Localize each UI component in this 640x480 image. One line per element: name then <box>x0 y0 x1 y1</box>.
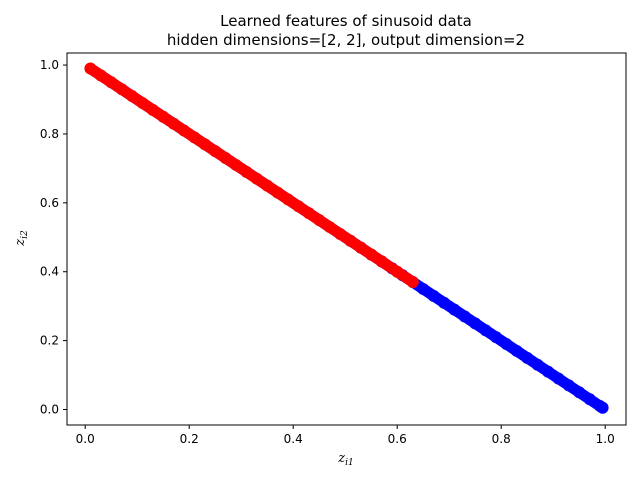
y-axis-label-sub: i2 <box>20 230 30 239</box>
series-2-point-1 <box>94 69 107 82</box>
y-axis-label: zi2 <box>13 230 30 247</box>
series-1-point-15 <box>500 338 513 351</box>
series-1-point-22 <box>573 386 586 399</box>
plot-frame <box>66 52 627 426</box>
series-2-point-4 <box>126 90 138 103</box>
series-2-point-10 <box>188 131 201 144</box>
chart-subtitle: hidden dimensions=[2, 2], output dimensi… <box>167 31 525 49</box>
y-tick-label: 0.0 <box>40 403 59 417</box>
series-2-point-25 <box>344 234 357 247</box>
series-2-point-24 <box>334 227 346 240</box>
series-2-point-15 <box>240 165 253 178</box>
series-1-point-17 <box>521 351 534 364</box>
series-1-point-13 <box>479 324 492 337</box>
series-1-point-25 <box>596 401 609 414</box>
series-1-point-11 <box>458 310 471 323</box>
series-1-point-16 <box>510 344 523 357</box>
series-1-point-14 <box>490 331 502 344</box>
y-axis-ticks: 0.0 0.2 0.4 0.6 0.8 1.0 <box>40 58 67 417</box>
series-2-point-20 <box>292 200 305 213</box>
series-1-point-12 <box>469 317 482 330</box>
series-2-point-7 <box>157 110 170 123</box>
x-axis-ticks: 0.0 0.2 0.4 0.6 0.8 1.0 <box>76 425 615 446</box>
series-1-point-8 <box>427 289 440 302</box>
series-2-point-6 <box>146 103 159 116</box>
series-2-point-2 <box>105 76 118 89</box>
y-tick-label: 0.8 <box>40 127 59 141</box>
series-2-point-11 <box>198 138 211 151</box>
y-tick-label: 1.0 <box>40 58 59 72</box>
series-2-point-28 <box>375 255 388 268</box>
series-1-point-10 <box>448 303 461 316</box>
x-axis-label: zi1 <box>337 451 353 468</box>
y-tick-label: 0.4 <box>40 265 59 279</box>
series-2-point-19 <box>282 193 294 206</box>
series-2-point-18 <box>271 186 284 199</box>
series-2-point-23 <box>323 220 336 233</box>
x-axis-label-sub: i1 <box>345 458 354 468</box>
series-1-point-18 <box>531 358 544 371</box>
series-2-point-12 <box>209 145 222 158</box>
x-axis-label-main: z <box>337 451 345 466</box>
series-2-point-13 <box>219 152 232 165</box>
series-1-point-7 <box>417 282 430 295</box>
series-2-point-17 <box>261 179 274 192</box>
x-tick-label: 0.0 <box>76 432 95 446</box>
series-1-point-20 <box>552 372 565 385</box>
series-1-point-21 <box>562 379 575 392</box>
series-2-point-14 <box>230 158 242 171</box>
series-2-point-26 <box>354 241 367 254</box>
y-axis-label-main: z <box>13 239 28 247</box>
series-1-point-19 <box>542 365 554 378</box>
x-tick-label: 1.0 <box>596 432 615 446</box>
series-2-point-29 <box>391 265 404 278</box>
x-tick-label: 0.4 <box>284 432 303 446</box>
series-2-point-27 <box>365 248 378 261</box>
series-2-point-5 <box>136 96 149 109</box>
series-2-point-0 <box>84 62 97 75</box>
chart-title: Learned features of sinusoid data <box>220 12 472 30</box>
plot-marks <box>84 62 609 414</box>
x-tick-label: 0.2 <box>180 432 199 446</box>
series-1-point-23 <box>583 393 596 406</box>
series-2-point-21 <box>302 207 315 220</box>
series-2-point-9 <box>178 124 190 137</box>
x-tick-label: 0.8 <box>492 432 511 446</box>
series-2-point-22 <box>313 214 326 227</box>
y-tick-label: 0.2 <box>40 334 59 348</box>
series-2-point-3 <box>115 83 128 96</box>
series-1-point-9 <box>438 296 450 309</box>
series-2-point-30 <box>406 276 419 289</box>
series-2-point-16 <box>250 172 263 185</box>
y-tick-label: 0.6 <box>40 196 59 210</box>
x-tick-label: 0.6 <box>388 432 407 446</box>
series-2-point-8 <box>167 117 180 130</box>
